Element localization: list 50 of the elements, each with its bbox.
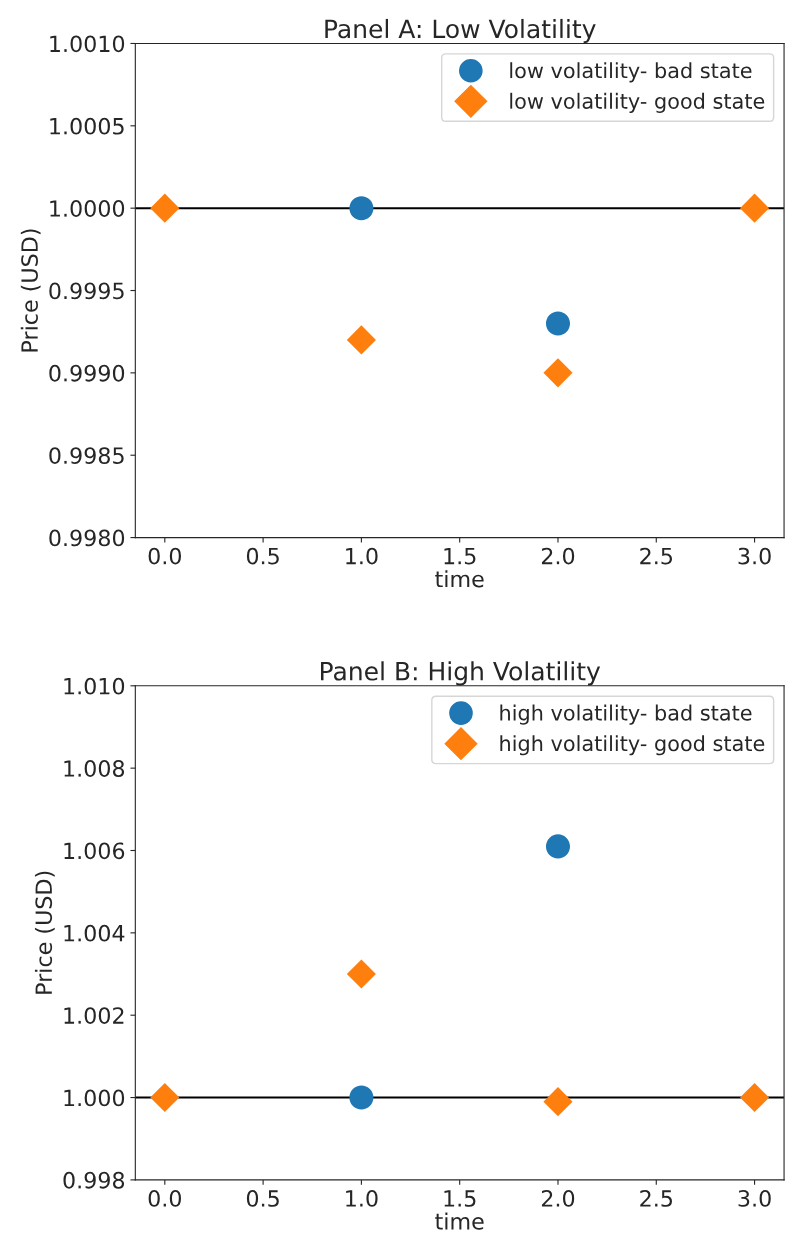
- point: [545, 311, 571, 336]
- x-tick-label: 0.0: [148, 1190, 181, 1207]
- x-tick-label: 0.5: [246, 1190, 279, 1207]
- x-tick-label: 0.0: [148, 547, 181, 565]
- x-tick-label: 1.0: [346, 547, 378, 565]
- point: [150, 1082, 180, 1113]
- x-tick-label: 1.0: [346, 1190, 378, 1207]
- point: [543, 358, 573, 388]
- y-tick-label: 1.002: [64, 1007, 124, 1024]
- y-tick-label: 0.9995: [49, 282, 124, 300]
- legend-label: low volatility- bad state: [510, 62, 752, 83]
- legend-label: low volatility- good state: [510, 92, 765, 113]
- y-tick-label: 0.998: [63, 1171, 125, 1189]
- point: [150, 193, 180, 223]
- y-axis-title: Price (USD): [34, 871, 55, 994]
- y-tick-label: 0.9985: [49, 447, 124, 464]
- chart-title: Panel B: High Volatility: [321, 661, 601, 686]
- point: [346, 959, 376, 989]
- y-tick-label: 1.006: [64, 842, 125, 860]
- point: [346, 325, 376, 355]
- y-tick-label: 1.0005: [50, 117, 124, 135]
- y-axis-title: Price (USD): [20, 229, 41, 352]
- x-tick-label: 2.0: [541, 1190, 575, 1207]
- y-tick-label: 0.9990: [49, 364, 125, 382]
- x-axis-title: time: [435, 570, 484, 588]
- x-tick-label: 2.5: [640, 1190, 673, 1207]
- x-tick-label: 2.0: [541, 547, 575, 565]
- point: [740, 1082, 770, 1113]
- legend-label: high volatility- bad state: [500, 704, 752, 725]
- x-tick-label: 1.5: [444, 547, 476, 565]
- y-tick-label: 1.008: [64, 760, 125, 777]
- y-tick-label: 1.004: [64, 924, 125, 942]
- point: [545, 834, 571, 859]
- legend-label: high volatility- good state: [500, 735, 765, 756]
- y-tick-label: 1.000: [64, 1089, 125, 1107]
- x-tick-label: 1.5: [444, 1190, 476, 1207]
- x-tick-label: 0.5: [246, 547, 279, 565]
- x-tick-label: 2.5: [640, 547, 673, 565]
- x-axis-title: time: [435, 1212, 484, 1230]
- y-tick-label: 1.0010: [50, 35, 125, 53]
- y-tick-label: 1.0000: [50, 200, 125, 217]
- point: [543, 1087, 573, 1117]
- x-tick-label: 3.0: [738, 1190, 771, 1207]
- y-tick-label: 1.010: [64, 677, 125, 695]
- y-tick-label: 0.9980: [49, 529, 125, 547]
- point: [740, 193, 770, 223]
- x-tick-label: 3.0: [738, 547, 771, 565]
- chart-title: Panel A: Low Volatility: [325, 18, 596, 44]
- point: [349, 1085, 374, 1110]
- point: [349, 196, 374, 221]
